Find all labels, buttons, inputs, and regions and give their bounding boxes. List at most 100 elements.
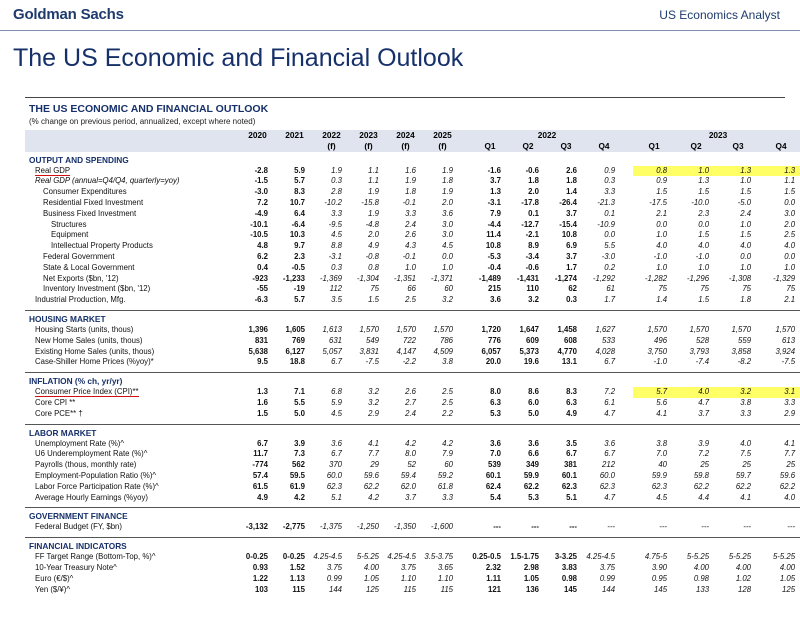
header-row-years: 2020 2021 2022 2023 2024 2025 2022 2023 [25,130,800,141]
data-cell: 831 [254,335,268,345]
data-cell: 5,373 [519,346,539,356]
table-row: Euro (€/$)^ 1.22 1.13 0.99 1.05 1.10 1.10 1.11 1… [25,574,800,585]
data-cell: 6.1 [604,397,616,407]
row-label: Consumer Expenditures [43,187,127,197]
data-cell: 125 [782,584,796,594]
table-row: Industrial Production, Mfg. -6.3 5.7 3.5 1.5… [25,295,800,306]
data-cell: 0.98 [693,573,710,583]
data-cell: 2.0 [368,230,379,240]
table-row: Real GDP -2.8 5.9 1.9 1.1 1.6 1.9 -1.6 -0.6 2.6 0.… [25,165,800,177]
table-row: Labor Force Participation Rate (%)^ 61.5 6… [25,482,800,493]
data-cell: 3.5 [566,438,577,448]
data-cell: 1.3 [698,176,710,186]
data-cell: 3.75 [599,562,616,572]
gap-cell [461,220,471,231]
data-cell: 1.6 [257,397,268,407]
row-label: Business Fixed Investment [43,208,137,218]
gap-cell [461,295,471,306]
data-cell: 1,570 [433,324,453,334]
data-cell: 528 [696,335,710,345]
data-cell: 1.5 [740,230,752,240]
data-cell: 6.3 [566,397,577,407]
section-header: LABOR MARKET [25,423,800,439]
gap-cell [461,336,471,347]
data-cell: 5-5.25 [772,552,796,562]
data-cell: -4.8 [365,219,379,229]
data-cell: 5.5 [294,397,305,407]
data-cell: 1.0 [405,262,416,272]
data-cell: 5.7 [294,295,305,305]
data-cell: 3.2 [528,295,539,305]
data-cell: 62.3 [599,481,616,491]
data-cell: 59.7 [735,470,752,480]
data-cell: -1,369 [319,273,342,283]
data-cell: -17.5 [649,197,668,207]
data-cell: 3.3 [442,492,453,502]
data-cell: 10.7 [289,197,305,207]
data-cell: 0.25-0.5 [472,552,501,562]
data-cell: 0.0 [656,219,668,229]
data-cell: 1,570 [647,324,668,334]
data-cell: 62.3 [651,481,668,491]
data-cell: -1,371 [430,273,453,283]
data-cell: 5.3 [490,408,501,418]
data-cell: 40 [658,460,668,470]
gap-cell [623,187,633,198]
table-row: Housing Starts (units, thous) 1,396 1,605 1… [25,325,800,336]
gap-cell [461,471,471,482]
data-cell: 3,858 [731,346,752,356]
gap-cell [623,166,633,177]
data-cell: 1.8 [442,176,453,186]
data-cell: 0.0 [698,219,710,229]
data-cell: 3.7 [698,408,710,418]
data-cell: 1.22 [252,573,268,583]
gap-cell [623,563,633,574]
data-cell: 3,750 [647,346,668,356]
data-cell: 2.2 [442,408,453,418]
data-cell: 6.7 [566,449,577,459]
data-cell: 4.9 [368,241,379,251]
row-label-text: Consumer Price Index (CPI)** [35,387,139,398]
gap-cell [461,563,471,574]
data-cell: 559 [738,335,752,345]
data-cell: 4.8 [257,241,268,251]
data-cell: -15.4 [559,219,577,229]
data-cell: -1.0 [653,251,668,261]
data-cell: -1,296 [686,273,710,283]
data-cell: 4,147 [396,346,416,356]
header-row-quarters: (f) (f) (f) (f) Q1 Q2 Q3 Q4 Q1 Q2 Q3 Q4 [25,140,800,152]
data-cell: 7.9 [490,208,501,218]
data-cell: -4.4 [487,219,501,229]
header-quarter-q2: Q2 [675,140,718,152]
data-cell: 4.0 [656,241,668,251]
data-cell: -9.5 [328,219,342,229]
table-row: Business Fixed Investment -4.9 6.4 3.3 1.9 3.… [25,209,800,220]
data-cell: 8.0 [405,449,416,459]
data-cell: 1,647 [519,324,539,334]
gap-cell [461,241,471,252]
gap-cell [623,552,633,563]
data-cell: 549 [365,335,379,345]
gap-cell [461,398,471,409]
data-cell: 2.9 [368,408,379,418]
data-cell: 6.8 [331,387,342,397]
data-cell: 370 [328,460,342,470]
data-cell: 5-5.25 [686,552,710,562]
row-label: Real GDP (annual=Q4/Q4, quarterly=yoy) [35,176,180,186]
header-forecast-tag: (f) [387,140,424,152]
table-row: State & Local Government 0.4 -0.5 0.3 0.8 1.0… [25,263,800,274]
table-row: Intellectual Property Products 4.8 9.7 8.8 4… [25,241,800,252]
data-cell: 0-0.25 [282,552,305,562]
data-cell: 1.8 [528,176,539,186]
data-cell: 4.0 [698,241,710,251]
data-cell: 631 [328,335,342,345]
table-row: U6 Underemployment Rate (%)^ 11.7 7.3 6.7 7.… [25,449,800,460]
data-cell: 3.75 [400,562,416,572]
data-cell: 1.8 [740,295,752,305]
data-cell: 5.7 [294,176,305,186]
data-cell: 2.4 [405,219,416,229]
data-cell: 3.8 [656,438,668,448]
data-cell: 1.02 [735,573,752,583]
data-cell: 3.9 [698,438,710,448]
data-cell: 2.7 [405,397,416,407]
